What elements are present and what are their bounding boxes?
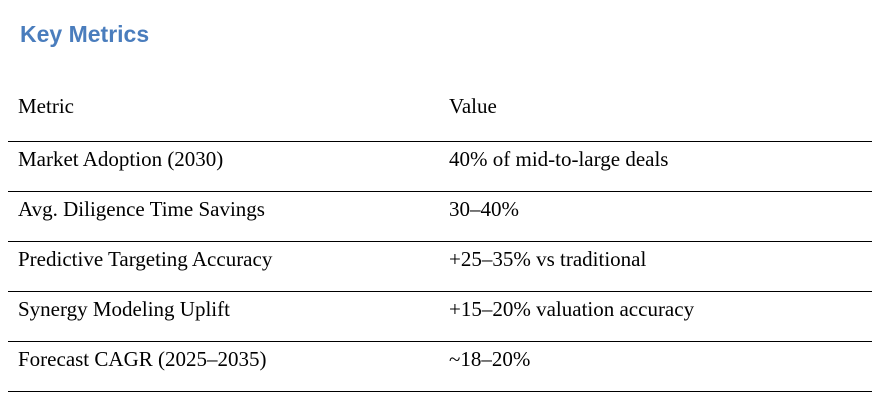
value-cell: 30–40% — [439, 191, 872, 242]
column-header-metric: Metric — [8, 89, 439, 142]
value-cell: 40% of mid-to-large deals — [439, 141, 872, 192]
value-cell: +25–35% vs traditional — [439, 241, 872, 292]
metric-cell: Forecast CAGR (2025–2035) — [8, 341, 439, 392]
value-cell: +15–20% valuation accuracy — [439, 291, 872, 342]
table-row: Forecast CAGR (2025–2035) ~18–20% — [8, 341, 872, 392]
table-header-row: Metric Value — [8, 89, 872, 142]
table-row: Synergy Modeling Uplift +15–20% valuatio… — [8, 291, 872, 342]
table-row: Market Adoption (2030) 40% of mid-to-lar… — [8, 141, 872, 192]
table-body: Market Adoption (2030) 40% of mid-to-lar… — [8, 141, 872, 392]
table-row: Predictive Targeting Accuracy +25–35% vs… — [8, 241, 872, 292]
page-title: Key Metrics — [20, 21, 150, 47]
table-header: Metric Value — [8, 89, 872, 142]
value-cell: ~18–20% — [439, 341, 872, 392]
metric-cell: Avg. Diligence Time Savings — [8, 191, 439, 242]
metric-cell: Predictive Targeting Accuracy — [8, 241, 439, 292]
column-header-value: Value — [439, 89, 872, 142]
metric-cell: Market Adoption (2030) — [8, 141, 439, 192]
key-metrics-table: Metric Value Market Adoption (2030) 40% … — [8, 89, 872, 392]
metric-cell: Synergy Modeling Uplift — [8, 291, 439, 342]
table-row: Avg. Diligence Time Savings 30–40% — [8, 191, 872, 242]
